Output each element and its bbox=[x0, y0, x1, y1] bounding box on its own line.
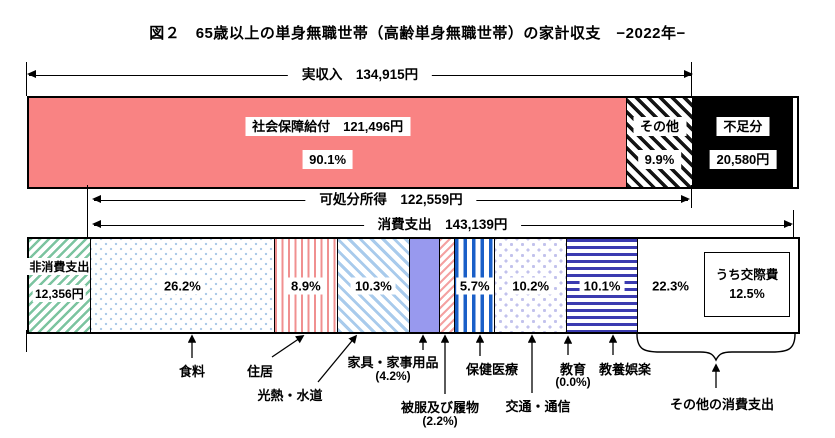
arrowhead-right-icon bbox=[684, 70, 693, 79]
segment-pct-label: 8.9% bbox=[287, 277, 325, 294]
segment-label: 12,356円 bbox=[33, 285, 86, 302]
label-food: 食料 bbox=[178, 364, 206, 379]
income-bar: 社会保障給付 121,496円 90.1% その他 9.9% 不足分 20,580円 bbox=[27, 96, 799, 189]
non-consumption-divider-line bbox=[87, 185, 88, 237]
note-label: うち交際費 bbox=[715, 267, 779, 282]
income-span-left-tick bbox=[26, 62, 27, 96]
label-education: 教育 bbox=[559, 362, 587, 377]
consumption-right-connector-line bbox=[793, 210, 794, 237]
arrowhead-left-icon bbox=[92, 195, 101, 204]
disposable-income-label: 可処分所得 122,559円 bbox=[305, 192, 477, 208]
consumption-segment-4 bbox=[409, 239, 439, 332]
kosaihi-note-box: うち交際費 12.5% bbox=[703, 252, 790, 317]
segment-label: 90.1% bbox=[302, 150, 354, 169]
segment-pct-label: 26.2% bbox=[159, 277, 205, 294]
expenditure-left-tick bbox=[26, 330, 27, 352]
expenditure-bar: 非消費支出 12,356円 26.2% 8.9% 10.3% 5.7% 10.2% 10.1%… bbox=[27, 237, 800, 334]
consumption-segment-7: 10.2% bbox=[494, 239, 567, 332]
arrowhead-left-icon bbox=[92, 220, 101, 229]
segment-pct-label: 22.3% bbox=[648, 277, 693, 294]
disposable-income-arrow: 可処分所得 122,559円 bbox=[92, 192, 690, 208]
income-total-label: 実収入 134,915円 bbox=[287, 67, 433, 83]
segment-label: 不足分 bbox=[716, 117, 770, 136]
segment-pct-label: 10.1% bbox=[579, 277, 625, 294]
label-transport: 交通・通信 bbox=[505, 399, 571, 414]
income-segment-solid-salmon: 社会保障給付 121,496円 90.1% bbox=[29, 98, 627, 187]
segment-pct-label: 10.2% bbox=[508, 277, 554, 294]
consumption-total-arrow: 消費支出 143,139円 bbox=[92, 217, 793, 233]
segment-label: 20,580円 bbox=[709, 150, 777, 169]
consumption-segment-10: うち交際費 12.5% 22.3% bbox=[637, 239, 794, 332]
consumption-segment-6: 5.7% bbox=[454, 239, 495, 332]
consumption-segment-5 bbox=[438, 239, 455, 332]
income-right-connector-line bbox=[691, 185, 692, 208]
label-education-pct: (0.0%) bbox=[555, 375, 591, 389]
consumption-total-label: 消費支出 143,139円 bbox=[363, 217, 522, 233]
non-consumption-segment: 非消費支出 12,356円 bbox=[27, 239, 92, 332]
label-housing: 住居 bbox=[246, 364, 274, 379]
income-segment-hatch-black: その他 9.9% bbox=[626, 98, 692, 187]
label-furniture-pct: (4.2%) bbox=[375, 369, 411, 383]
arrowhead-right-icon bbox=[784, 220, 793, 229]
figure-title: 図２ 65歳以上の単身無職世帯（高齢単身無職世帯）の家計収支 −2022年− bbox=[149, 25, 686, 42]
label-other-consumption: その他の消費支出 bbox=[669, 397, 775, 412]
note-pct: 12.5% bbox=[729, 286, 765, 301]
housing-arrow bbox=[271, 335, 305, 358]
label-furniture: 家具・家事用品 bbox=[347, 355, 439, 370]
segment-pct-label: 10.3% bbox=[350, 277, 396, 294]
consumption-segment-2: 8.9% bbox=[274, 239, 337, 332]
other-consumption-brace bbox=[636, 333, 796, 362]
segment-label: 9.9% bbox=[637, 150, 682, 169]
consumption-segment-1: 26.2% bbox=[89, 239, 275, 332]
consumption-segment-9: 10.1% bbox=[566, 239, 638, 332]
segment-label: 社会保障給付 121,496円 bbox=[245, 117, 411, 136]
label-recreation: 教養娯楽 bbox=[598, 362, 652, 377]
arrowhead-right-icon bbox=[681, 195, 690, 204]
label-medical: 保健医療 bbox=[465, 362, 519, 377]
segment-pct-label: 5.7% bbox=[455, 277, 494, 294]
segment-label: その他 bbox=[632, 117, 687, 136]
income-total-arrow: 実収入 134,915円 bbox=[27, 67, 693, 83]
arrowhead-left-icon bbox=[27, 70, 36, 79]
label-utilities: 光熱・水道 bbox=[257, 388, 323, 403]
segment-label: 非消費支出 bbox=[27, 258, 92, 275]
income-span-right-tick bbox=[691, 62, 692, 96]
label-clothing: 被服及び履物 bbox=[400, 400, 480, 415]
pointer-arrows bbox=[187, 333, 796, 394]
label-clothing-pct: (2.2%) bbox=[422, 414, 458, 428]
income-segment-solid-black: 不足分 20,580円 bbox=[691, 98, 793, 187]
consumption-segment-3: 10.3% bbox=[336, 239, 410, 332]
